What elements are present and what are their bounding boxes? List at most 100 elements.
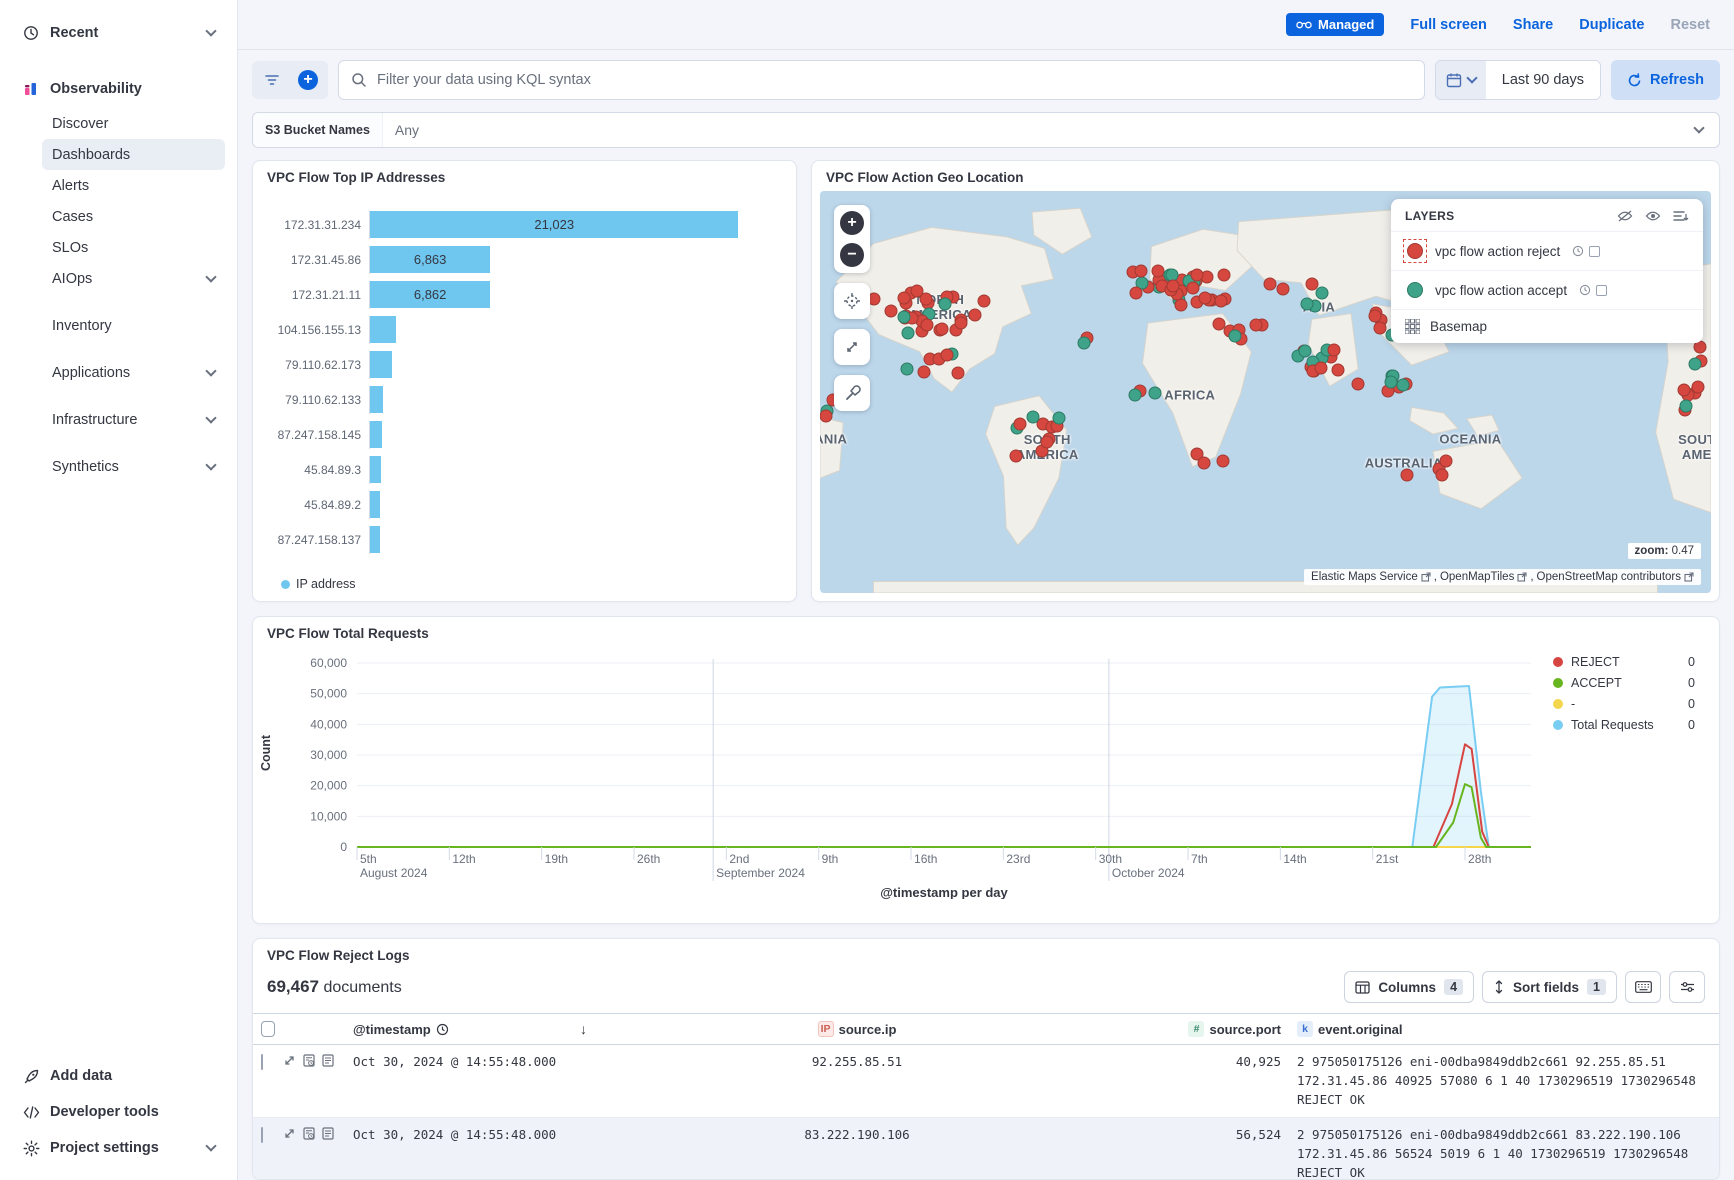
select-all-checkbox[interactable] bbox=[261, 1021, 275, 1037]
sidebar-item-label: AIOps bbox=[52, 271, 207, 287]
layer-row-vpc-flow-action-reject[interactable]: vpc flow action reject bbox=[1391, 231, 1703, 270]
chevron-down-icon bbox=[205, 365, 216, 376]
layer-meta-icons bbox=[1572, 245, 1600, 257]
legend-item--[interactable]: -0 bbox=[1553, 697, 1695, 711]
attribution-link[interactable]: OpenStreetMap contributors bbox=[1537, 571, 1694, 583]
sidebar-item-project-settings[interactable]: Project settings bbox=[12, 1130, 225, 1166]
sort-descending-icon[interactable]: ↓ bbox=[580, 1021, 587, 1037]
managed-badge[interactable]: Managed bbox=[1286, 13, 1384, 36]
layer-checkbox[interactable] bbox=[1589, 246, 1600, 257]
chevron-down-icon bbox=[205, 459, 216, 470]
time-range-button[interactable]: Last 90 days bbox=[1486, 61, 1600, 99]
panel-title: VPC Flow Reject Logs bbox=[253, 939, 1719, 967]
filter-button[interactable] bbox=[255, 64, 289, 96]
sidebar-item-slos[interactable]: SLOs bbox=[42, 232, 225, 263]
legend-item-accept[interactable]: ACCEPT0 bbox=[1553, 676, 1695, 690]
sidebar-item-applications[interactable]: Applications bbox=[42, 357, 225, 388]
panel-top-ip-addresses: VPC Flow Top IP Addresses 172.31.31.2342… bbox=[252, 160, 797, 602]
bar[interactable]: 21,023 bbox=[370, 211, 738, 238]
bar-category-label: 172.31.21.11 bbox=[265, 288, 369, 302]
world-map[interactable]: NORTH AMERICASOUTH AMERICAAFRICAASIAOCEA… bbox=[820, 191, 1711, 593]
main-area: Managed Full screenShareDuplicate Reset … bbox=[238, 0, 1734, 1180]
row-action-icons[interactable] bbox=[283, 1045, 345, 1067]
sidebar-item-infrastructure[interactable]: Infrastructure bbox=[42, 404, 225, 435]
map-zoom-out-button[interactable]: − bbox=[840, 243, 864, 267]
sidebar-item-developer-tools[interactable]: Developer tools bbox=[12, 1094, 225, 1130]
column-header-source-ip[interactable]: IPsource.ip bbox=[595, 1014, 1119, 1044]
columns-button[interactable]: Columns 4 bbox=[1344, 971, 1474, 1003]
row-action-icons[interactable] bbox=[283, 1118, 345, 1140]
column-header-timestamp[interactable]: @timestamp↓ bbox=[345, 1014, 595, 1044]
map-fit-bounds-button[interactable] bbox=[834, 329, 870, 365]
row-checkbox[interactable] bbox=[261, 1054, 263, 1070]
legend-value: 0 bbox=[1688, 655, 1695, 669]
geo-dot-reject bbox=[1040, 436, 1053, 449]
legend-item-reject[interactable]: REJECT0 bbox=[1553, 655, 1695, 669]
doc-clock-icon bbox=[303, 1054, 315, 1067]
sliders-icon bbox=[1680, 981, 1695, 993]
layer-order-icon[interactable] bbox=[1673, 210, 1689, 222]
sidebar-footer-label: Project settings bbox=[50, 1140, 197, 1156]
bar[interactable] bbox=[370, 316, 396, 343]
search-placeholder: Filter your data using KQL syntax bbox=[377, 72, 591, 88]
chevron-down-icon[interactable] bbox=[1693, 122, 1704, 133]
bar[interactable] bbox=[370, 491, 380, 518]
bar-chart-legend[interactable]: IP address bbox=[253, 571, 796, 601]
map-tools-button[interactable] bbox=[834, 375, 870, 411]
share-button[interactable]: Share bbox=[1513, 17, 1553, 33]
bar-track bbox=[369, 421, 784, 449]
attribution-link[interactable]: OpenMapTiles bbox=[1440, 571, 1527, 583]
map-zoom-in-button[interactable]: + bbox=[840, 211, 864, 235]
sidebar-item-add-data[interactable]: Add data bbox=[12, 1058, 225, 1094]
legend-item-total-requests[interactable]: Total Requests0 bbox=[1553, 718, 1695, 732]
row-checkbox-cell bbox=[253, 1118, 283, 1153]
bar[interactable] bbox=[370, 386, 383, 413]
map-locate-button[interactable] bbox=[834, 283, 870, 319]
svg-text:October 2024: October 2024 bbox=[1112, 866, 1185, 880]
sidebar-item-inventory[interactable]: Inventory bbox=[42, 310, 225, 341]
attribution-link[interactable]: Elastic Maps Service bbox=[1311, 571, 1431, 583]
duplicate-button[interactable]: Duplicate bbox=[1579, 17, 1644, 33]
cell-event-original: 2 975050175126 eni-00dba9849ddb2c661 83.… bbox=[1289, 1118, 1719, 1180]
svg-text:23rd: 23rd bbox=[1006, 852, 1030, 866]
sidebar-item-label: Cases bbox=[52, 209, 215, 225]
column-header-source-port[interactable]: #source.port bbox=[1119, 1014, 1289, 1044]
add-filter-button[interactable]: + bbox=[291, 64, 325, 96]
geo-dot-reject bbox=[1249, 319, 1262, 332]
sidebar-item-alerts[interactable]: Alerts bbox=[42, 170, 225, 201]
sort-fields-button[interactable]: Sort fields 1 bbox=[1482, 971, 1617, 1003]
column-header-event-original[interactable]: kevent.original bbox=[1289, 1014, 1719, 1044]
layer-row-basemap[interactable]: Basemap bbox=[1391, 309, 1703, 343]
svg-text:0: 0 bbox=[340, 840, 347, 854]
bar-chart-row: 104.156.155.13 bbox=[265, 316, 784, 344]
keyboard-shortcuts-button[interactable] bbox=[1625, 971, 1661, 1003]
layer-checkbox[interactable] bbox=[1596, 285, 1607, 296]
geo-dot-accept bbox=[1316, 286, 1329, 299]
sidebar-item-dashboards[interactable]: Dashboards bbox=[42, 139, 225, 170]
kql-search-input[interactable]: Filter your data using KQL syntax bbox=[338, 60, 1425, 100]
reset-button[interactable]: Reset bbox=[1671, 17, 1711, 33]
bar[interactable]: 6,862 bbox=[370, 281, 490, 308]
full-screen-button[interactable]: Full screen bbox=[1410, 17, 1487, 33]
svg-text:9th: 9th bbox=[822, 852, 839, 866]
s3-bucket-control[interactable]: S3 Bucket Names Any bbox=[252, 112, 1720, 148]
bar[interactable]: 6,863 bbox=[370, 246, 490, 273]
hide-all-layers-icon[interactable] bbox=[1617, 209, 1633, 223]
bar[interactable] bbox=[370, 421, 382, 448]
sidebar-item-aiops[interactable]: AIOps bbox=[42, 263, 225, 294]
row-checkbox[interactable] bbox=[261, 1127, 263, 1143]
calendar-button[interactable] bbox=[1436, 61, 1486, 99]
sidebar-item-discover[interactable]: Discover bbox=[42, 108, 225, 139]
sidebar-item-synthetics[interactable]: Synthetics bbox=[42, 451, 225, 482]
bar[interactable] bbox=[370, 351, 392, 378]
show-all-layers-icon[interactable] bbox=[1645, 209, 1661, 223]
bar[interactable] bbox=[370, 456, 381, 483]
bar[interactable] bbox=[370, 526, 380, 553]
bar-chart-row: 87.247.158.137 bbox=[265, 526, 784, 554]
refresh-button[interactable]: Refresh bbox=[1611, 60, 1720, 100]
sidebar-item-observability[interactable]: Observability bbox=[12, 72, 225, 106]
layer-row-vpc-flow-action-accept[interactable]: vpc flow action accept bbox=[1391, 270, 1703, 309]
sidebar-item-cases[interactable]: Cases bbox=[42, 201, 225, 232]
display-options-button[interactable] bbox=[1669, 971, 1705, 1003]
sidebar-item-recent[interactable]: Recent bbox=[12, 16, 225, 50]
